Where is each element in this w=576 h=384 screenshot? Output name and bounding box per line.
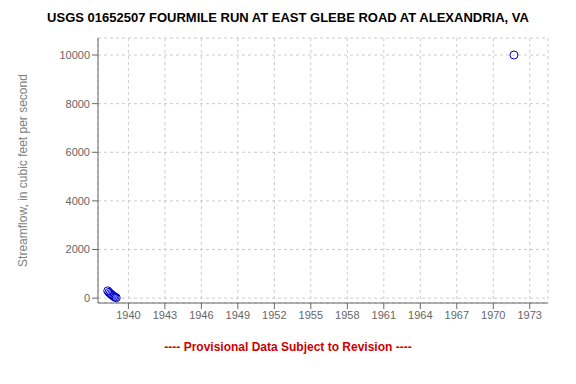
svg-text:4000: 4000 [66, 195, 90, 207]
html-text:---- Provisional Data Subject: ---- Provisional Data Subject to Revisio… [164, 340, 412, 354]
svg-text:1964: 1964 [408, 309, 432, 321]
svg-text:2000: 2000 [66, 243, 90, 255]
svg-text:6000: 6000 [66, 146, 90, 158]
svg-text:1973: 1973 [518, 309, 542, 321]
svg-text:0: 0 [84, 292, 90, 304]
svg-text:1955: 1955 [299, 309, 323, 321]
svg-text:1970: 1970 [481, 309, 505, 321]
svg-text:1958: 1958 [335, 309, 359, 321]
svg-text:10000: 10000 [59, 49, 90, 61]
svg-text:Streamflow, in cubic feet per: Streamflow, in cubic feet per second [16, 74, 30, 267]
svg-text:1940: 1940 [116, 309, 140, 321]
svg-text:8000: 8000 [66, 98, 90, 110]
svg-text:1946: 1946 [189, 309, 213, 321]
svg-text:1961: 1961 [372, 309, 396, 321]
svg-text:1952: 1952 [262, 309, 286, 321]
svg-text:1943: 1943 [153, 309, 177, 321]
html-text:USGS 01652507 FOURMILE RUN AT: USGS 01652507 FOURMILE RUN AT EAST GLEBE… [47, 10, 529, 25]
svg-text:1967: 1967 [445, 309, 469, 321]
svg-text:1949: 1949 [226, 309, 250, 321]
